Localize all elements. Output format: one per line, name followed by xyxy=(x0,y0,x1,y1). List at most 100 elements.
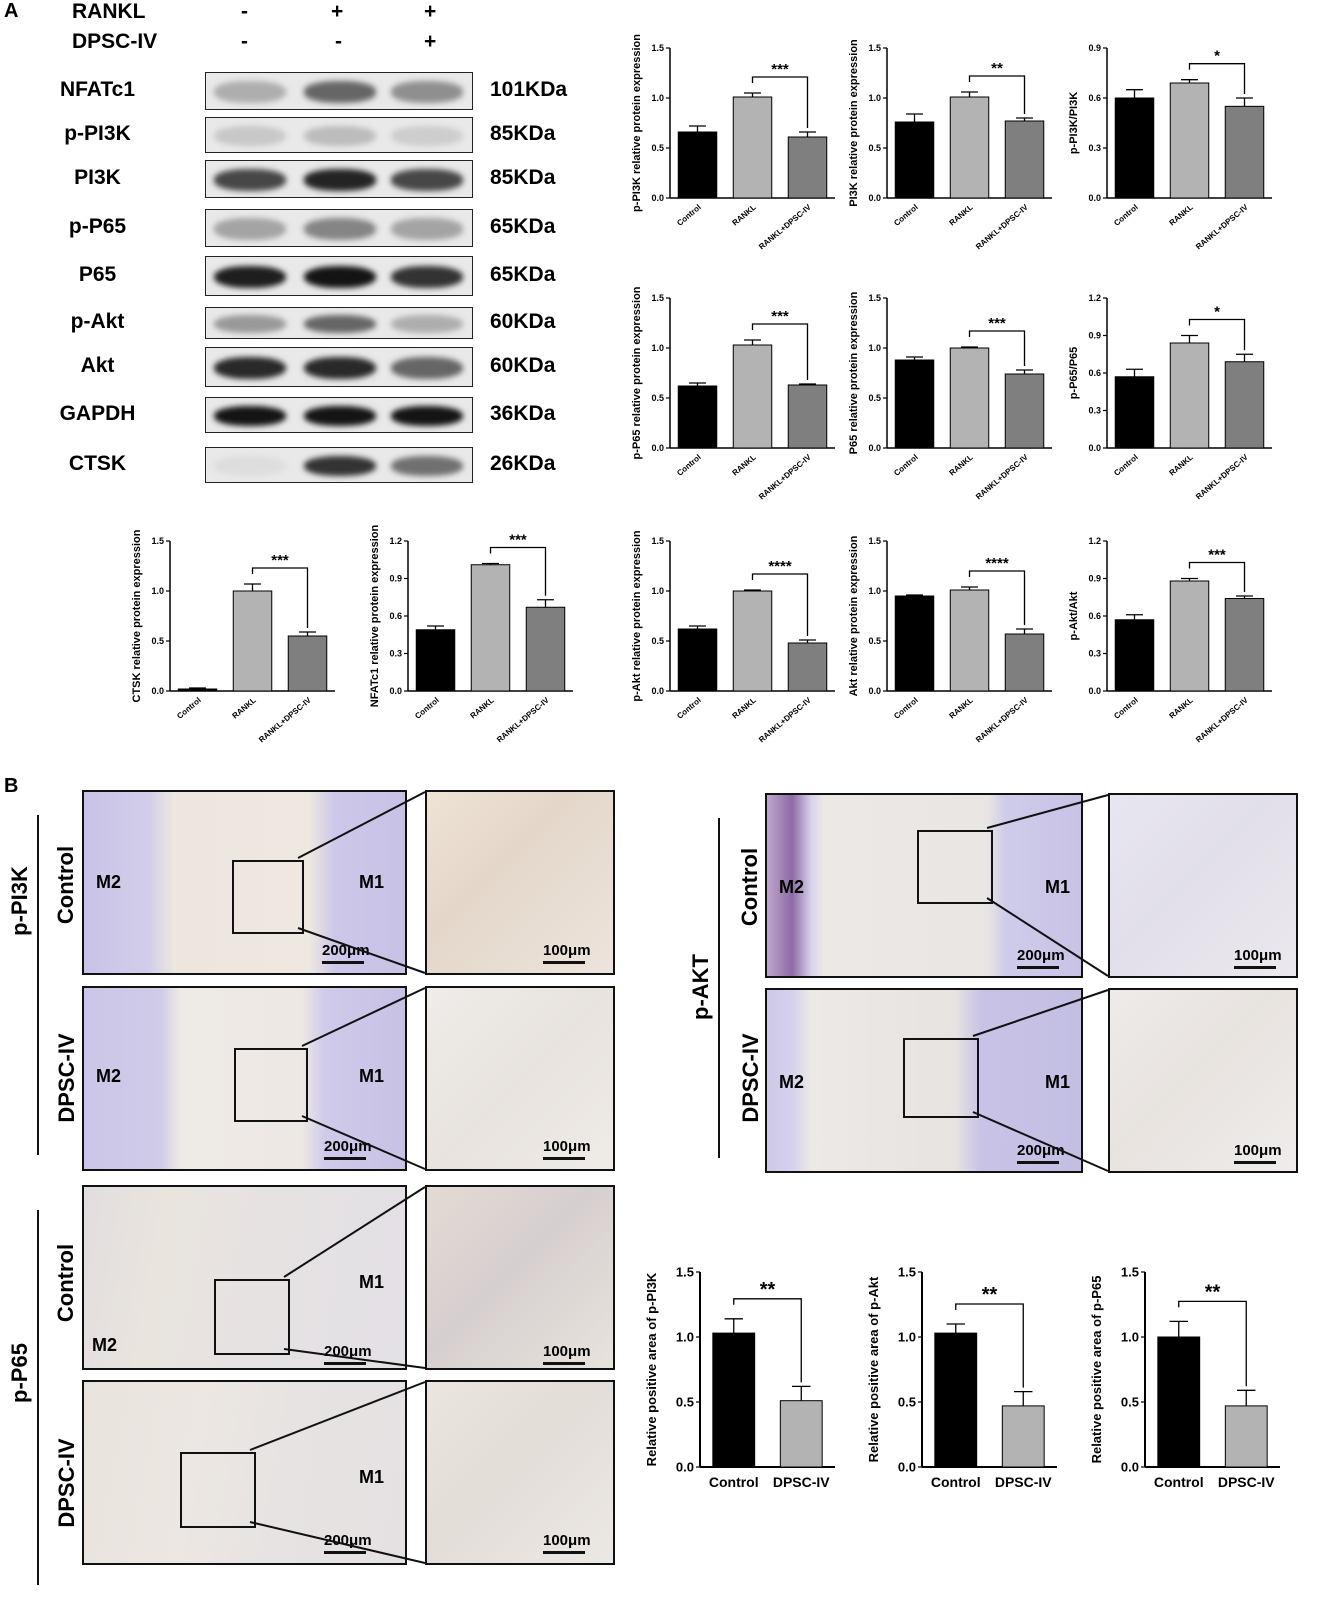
y-tick-label: 0.0 xyxy=(868,443,881,453)
y-tick-label: 0.6 xyxy=(1088,368,1101,378)
blot-label: p-P65 xyxy=(68,215,127,238)
bar-chart: 0.0 0.5 1.0 1.5 Relative positive area of p-… xyxy=(1089,1264,1280,1490)
y-tick-label: 0.0 xyxy=(1121,1459,1139,1474)
scale-label: 100μm xyxy=(543,1532,591,1549)
blot-band xyxy=(214,81,286,103)
scale-label: 100μm xyxy=(543,942,591,959)
significance-bracket xyxy=(1178,1300,1247,1387)
y-tick-label: 0.0 xyxy=(651,686,664,696)
blot-band xyxy=(214,455,286,477)
blot-band xyxy=(304,455,376,477)
zoom-box xyxy=(903,1038,979,1118)
bar xyxy=(1114,97,1155,199)
blot-band xyxy=(214,218,286,240)
micrograph-p-akt-dpsc: M2 M1 200μm xyxy=(765,988,1083,1173)
blot-band xyxy=(391,356,463,380)
significance-label: ** xyxy=(982,1284,998,1306)
blot-label: Akt xyxy=(80,354,115,377)
bar-chart: 0.0 0.5 1.0 1.5 Akt relative protein express… xyxy=(848,535,1052,744)
bar-chart: 0.0 0.5 1.0 1.5 p-PI3K relative protein expr… xyxy=(631,34,835,251)
blot-label: P65 xyxy=(78,263,117,286)
significance-bracket xyxy=(968,330,1026,366)
scale-bar-200: 200μm xyxy=(324,1532,372,1554)
y-tick-label: 0.5 xyxy=(651,143,664,153)
y-tick-label: 0.5 xyxy=(651,393,664,403)
scale-label: 100μm xyxy=(1234,1142,1282,1159)
blot-image xyxy=(205,447,473,483)
y-tick-label: 0.0 xyxy=(868,193,881,203)
scale-label: 200μm xyxy=(324,1138,372,1155)
y-tick-label: 1.5 xyxy=(898,1264,916,1279)
y-tick-label: 0.0 xyxy=(676,1459,694,1474)
bar xyxy=(677,628,718,692)
significance-bracket xyxy=(751,323,809,380)
y-tick-label: 1.5 xyxy=(868,536,881,546)
y-tick-label: 0.0 xyxy=(651,193,664,203)
y-tick-label: 0.3 xyxy=(1088,143,1101,153)
blot-image xyxy=(205,160,473,198)
significance-bracket xyxy=(751,76,809,128)
y-tick-label: 0.9 xyxy=(1088,574,1101,584)
bar xyxy=(1169,580,1210,692)
y-axis-label: Relative positive area of p-P65 xyxy=(1089,1276,1104,1464)
blot-label: GAPDH xyxy=(59,402,136,425)
bar xyxy=(1224,1405,1268,1468)
bar-chart: 0.0 0.5 1.0 1.5 CTSK relative protein expres… xyxy=(131,529,335,744)
significance-bracket xyxy=(955,1303,1024,1388)
y-tick-label: 1.5 xyxy=(868,43,881,53)
bar xyxy=(894,595,935,692)
bar xyxy=(732,344,773,449)
y-tick-label: 1.5 xyxy=(651,536,664,546)
y-tick-label: 1.2 xyxy=(389,536,402,546)
y-tick-label: 1.0 xyxy=(898,1329,916,1344)
y-tick-label: 0.0 xyxy=(1088,443,1101,453)
scale-bar-100: 100μm xyxy=(1234,947,1282,969)
bar xyxy=(232,590,273,692)
significance-bracket xyxy=(751,573,809,636)
blot-band xyxy=(304,405,376,427)
category-label: Control xyxy=(709,1474,759,1490)
y-tick-label: 1.0 xyxy=(868,586,881,596)
y-tick-label: 0.5 xyxy=(151,636,164,646)
y-tick-label: 0.5 xyxy=(868,636,881,646)
bar xyxy=(1004,633,1045,692)
y-axis-label: Relative positive area of p-PI3K xyxy=(644,1272,659,1466)
blot-size: 60KDa xyxy=(490,354,556,377)
scale-bar-100: 100μm xyxy=(1234,1142,1282,1164)
blot-label: NFATc1 xyxy=(59,78,136,101)
bar-chart: 0.0 0.5 1.0 1.5 p-Akt relative protein expre… xyxy=(631,530,835,744)
y-tick-label: 0.9 xyxy=(1088,43,1101,53)
blot-size: 26KDa xyxy=(490,452,556,475)
micrograph-p-pi3k-control: M2 M1 200μm xyxy=(82,790,407,975)
y-tick-label: 0.9 xyxy=(389,574,402,584)
blot-image xyxy=(205,209,473,247)
y-tick-label: 0.5 xyxy=(676,1394,694,1409)
bar-chart: 0.0 0.5 1.0 1.5 PI3K relative protein expres… xyxy=(848,39,1052,251)
micrograph-p-pi3k-control-zoom: 100μm xyxy=(425,790,615,975)
significance-label: ** xyxy=(991,60,1003,77)
blot-band xyxy=(214,356,286,380)
micrograph-p-akt-control-zoom: 100μm xyxy=(1108,793,1298,978)
category-label: DPSC-IV xyxy=(995,1474,1052,1490)
scale-label: 100μm xyxy=(1234,947,1282,964)
tooth-label-m1: M1 xyxy=(1045,1072,1071,1092)
y-tick-label: 1.5 xyxy=(651,293,664,303)
significance-label: * xyxy=(1214,304,1220,321)
rankl-sign-1: - xyxy=(241,0,248,23)
bar xyxy=(787,642,828,692)
bar xyxy=(470,564,511,692)
y-tick-label: 0.0 xyxy=(651,443,664,453)
blot-band xyxy=(391,125,463,147)
blot-band xyxy=(391,81,463,103)
blot-band xyxy=(214,265,286,289)
scale-label: 200μm xyxy=(322,942,370,959)
y-tick-label: 1.0 xyxy=(868,93,881,103)
blot-label: CTSK xyxy=(68,452,127,475)
significance-bracket xyxy=(968,75,1026,114)
y-axis-label: p-PI3K/PI3K xyxy=(1068,92,1080,154)
scale-bar-100: 100μm xyxy=(543,1343,591,1365)
scale-bar-200: 200μm xyxy=(1017,947,1065,969)
significance-bracket xyxy=(968,570,1026,625)
